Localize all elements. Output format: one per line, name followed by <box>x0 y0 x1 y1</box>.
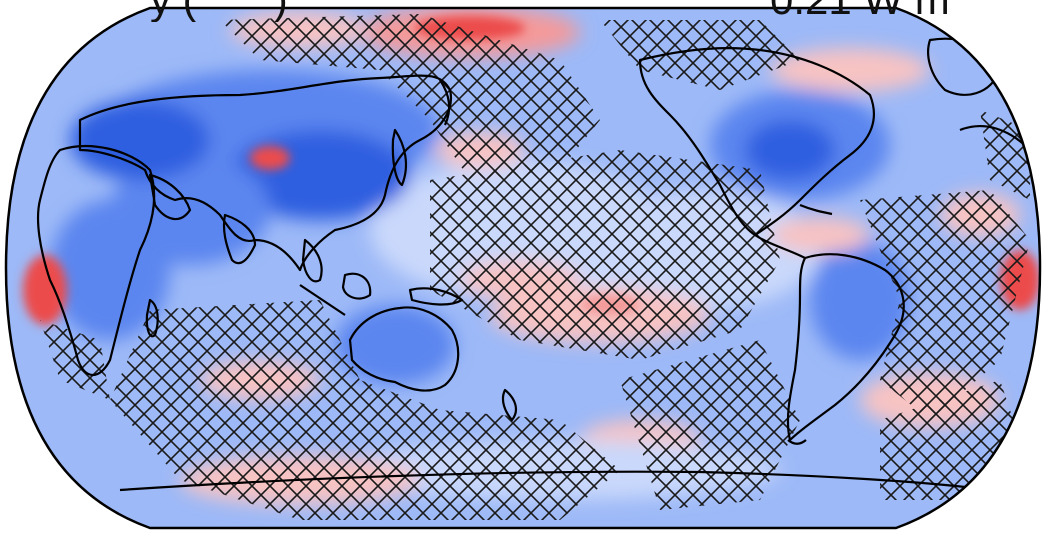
coast-indochina <box>301 238 323 283</box>
significance-hatching <box>40 14 1030 520</box>
coast-newguinea <box>408 287 464 306</box>
coast-japan <box>391 128 408 187</box>
coast-sumatra <box>299 284 346 316</box>
coast-centralamerica <box>754 234 806 259</box>
coast-southamerica <box>786 253 905 442</box>
coast-newzealand <box>501 388 518 422</box>
coast-kamchatka <box>439 79 451 126</box>
coast-africa <box>36 144 156 377</box>
coast-eurasia <box>78 74 453 272</box>
coastlines <box>36 37 1031 492</box>
coast-tierradelfuego <box>787 439 807 445</box>
coast-australia <box>348 306 460 392</box>
coast-antarctica <box>119 470 991 492</box>
coast-borneo <box>341 272 372 300</box>
coast-arabia <box>148 173 192 221</box>
coast-madagascar <box>145 298 159 338</box>
coast-caribbean <box>799 203 833 216</box>
coast-india <box>222 213 257 265</box>
coast-northamerica <box>638 46 875 237</box>
globe-outline <box>4 6 1042 530</box>
